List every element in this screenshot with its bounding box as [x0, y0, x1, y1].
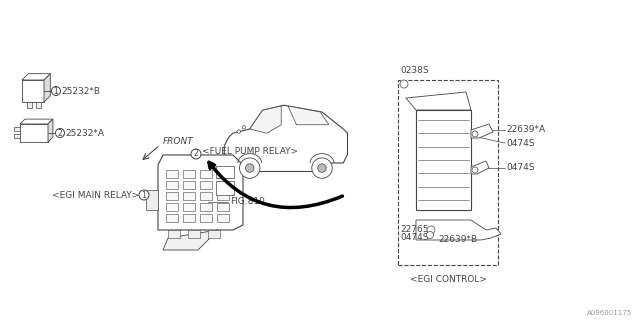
Text: FIG.810: FIG.810	[230, 197, 265, 206]
Circle shape	[239, 158, 260, 178]
Text: A096001175: A096001175	[587, 310, 632, 316]
Circle shape	[56, 129, 65, 138]
Circle shape	[51, 86, 61, 95]
Text: FRONT: FRONT	[163, 138, 194, 147]
Polygon shape	[224, 105, 348, 172]
Bar	[166, 170, 178, 178]
Bar	[183, 170, 195, 178]
Bar	[200, 203, 212, 211]
Polygon shape	[44, 74, 51, 102]
Bar	[188, 230, 200, 238]
Text: 0238S: 0238S	[400, 66, 429, 75]
Bar	[200, 192, 212, 200]
Circle shape	[237, 130, 241, 133]
Text: 2: 2	[194, 149, 198, 158]
Bar	[166, 214, 178, 222]
Circle shape	[139, 190, 149, 200]
Text: <FUEL PUMP RELAY>: <FUEL PUMP RELAY>	[202, 148, 298, 156]
Text: 1: 1	[141, 190, 147, 199]
Bar	[208, 230, 220, 238]
Circle shape	[426, 231, 433, 238]
Bar	[20, 124, 48, 142]
Bar	[217, 192, 229, 200]
Bar	[183, 203, 195, 211]
Bar	[27, 102, 32, 108]
Bar	[146, 190, 158, 210]
Bar	[217, 181, 229, 189]
Bar	[200, 181, 212, 189]
Polygon shape	[471, 161, 489, 174]
Bar	[22, 80, 44, 102]
Text: 2: 2	[58, 129, 62, 138]
Bar	[200, 214, 212, 222]
Bar	[216, 181, 234, 195]
Circle shape	[472, 131, 478, 137]
Bar	[14, 127, 20, 131]
Polygon shape	[288, 106, 329, 125]
Bar	[200, 170, 212, 178]
Text: <EGI CONTROL>: <EGI CONTROL>	[410, 275, 486, 284]
Text: 1: 1	[54, 86, 58, 95]
Bar	[398, 80, 498, 265]
Text: 22639*B: 22639*B	[438, 236, 477, 244]
Polygon shape	[158, 155, 243, 230]
Bar	[14, 134, 20, 138]
Circle shape	[472, 167, 478, 173]
Text: 22765: 22765	[400, 225, 429, 234]
Polygon shape	[416, 220, 501, 240]
Bar	[216, 166, 234, 178]
Circle shape	[317, 164, 326, 172]
Bar	[183, 192, 195, 200]
Text: 0474S: 0474S	[506, 164, 534, 172]
Polygon shape	[250, 106, 281, 133]
Bar	[166, 181, 178, 189]
Polygon shape	[48, 119, 53, 142]
Polygon shape	[406, 92, 471, 110]
Polygon shape	[20, 119, 53, 124]
Bar	[166, 192, 178, 200]
Circle shape	[246, 164, 254, 172]
Polygon shape	[471, 124, 493, 138]
Circle shape	[191, 149, 201, 159]
Bar	[217, 203, 229, 211]
Circle shape	[427, 226, 435, 234]
Bar	[183, 181, 195, 189]
Circle shape	[242, 126, 246, 129]
Bar	[217, 214, 229, 222]
Circle shape	[312, 158, 332, 178]
Bar	[36, 102, 41, 108]
Polygon shape	[22, 74, 51, 80]
Text: 22639*A: 22639*A	[506, 125, 545, 134]
Bar	[416, 110, 471, 210]
Text: 0474S: 0474S	[400, 234, 429, 243]
Text: 25232*A: 25232*A	[65, 129, 104, 138]
Bar	[217, 170, 229, 178]
Circle shape	[400, 80, 408, 88]
Text: <EGI MAIN RELAY>: <EGI MAIN RELAY>	[52, 190, 139, 199]
Bar	[183, 214, 195, 222]
Text: 0474S: 0474S	[506, 139, 534, 148]
Text: 25232*B: 25232*B	[61, 86, 100, 95]
Bar	[166, 203, 178, 211]
Polygon shape	[163, 230, 218, 250]
Bar	[168, 230, 180, 238]
